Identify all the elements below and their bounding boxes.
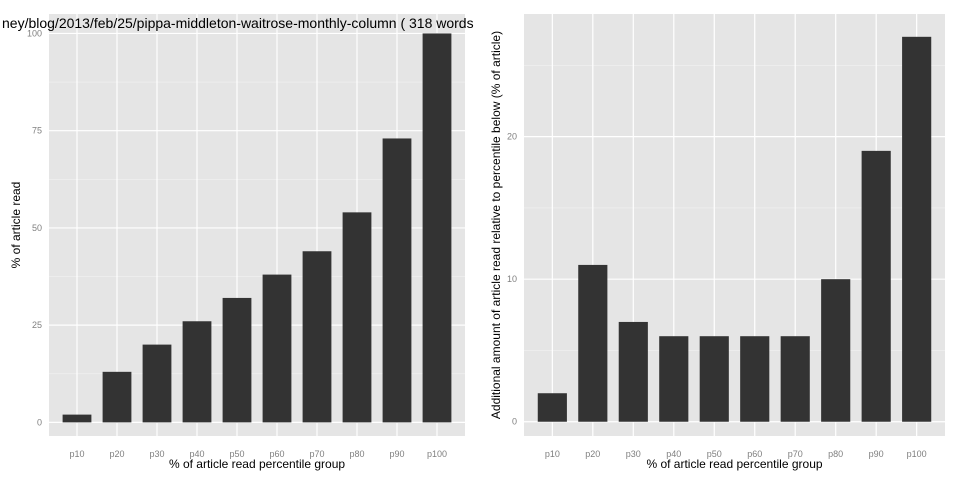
bar-p90	[861, 150, 891, 422]
x-tick-label: p70	[788, 449, 803, 459]
x-tick-label: p60	[747, 449, 762, 459]
bar-p90	[382, 138, 412, 423]
y-tick-label: 20	[507, 132, 517, 142]
bar-p10	[537, 393, 567, 422]
bar-p80	[342, 212, 372, 423]
x-tick-label: p30	[149, 449, 164, 459]
y-tick-label: 100	[27, 28, 42, 38]
x-tick-label: p40	[189, 449, 204, 459]
x-tick-label: p60	[269, 449, 284, 459]
x-tick-label: p90	[869, 449, 884, 459]
bar-p60	[740, 336, 770, 422]
x-tick-label: p100	[427, 449, 447, 459]
x-tick-label: p80	[828, 449, 843, 459]
bar-p80	[821, 279, 851, 422]
bar-p60	[262, 274, 292, 423]
x-tick-label: p90	[389, 449, 404, 459]
bar-p10	[62, 414, 92, 423]
bar-p40	[659, 336, 689, 422]
y-axis-label: % of article read	[9, 182, 23, 269]
x-tick-label: p10	[69, 449, 84, 459]
bar-p50	[222, 297, 252, 423]
y-tick-label: 10	[507, 274, 517, 284]
x-tick-label: p10	[545, 449, 560, 459]
y-tick-label: 0	[512, 417, 517, 427]
x-tick-label: p40	[666, 449, 681, 459]
x-axis-label: % of article read percentile group	[646, 457, 822, 471]
x-tick-label: p50	[707, 449, 722, 459]
bar-p100	[902, 36, 932, 422]
x-axis-label: % of article read percentile group	[169, 457, 345, 471]
y-tick-label: 25	[32, 320, 42, 330]
bar-p20	[578, 264, 608, 422]
y-tick-label: 50	[32, 223, 42, 233]
bar-p30	[142, 344, 172, 423]
bar-p70	[302, 251, 332, 423]
bar-p50	[699, 336, 729, 422]
x-tick-label: p100	[907, 449, 927, 459]
bar-p40	[182, 321, 212, 423]
y-tick-label: 0	[37, 417, 42, 427]
left-chart: 0 25 50 75 100 p10 p20 p30 p40 p50 p60 p70 p80 p90 p10…	[9, 14, 465, 471]
x-tick-label: p20	[585, 449, 600, 459]
x-tick-label: p20	[109, 449, 124, 459]
bar-p20	[102, 371, 132, 423]
x-tick-label: p70	[309, 449, 324, 459]
bar-p100	[422, 33, 452, 423]
x-tick-label: p30	[626, 449, 641, 459]
x-tick-label: p80	[349, 449, 364, 459]
y-tick-label: 75	[32, 126, 42, 136]
bar-p70	[780, 336, 810, 422]
right-chart: 0 10 20 p10 p20 p30 p40 p50 p60 p70 p80 p90 p100 % of…	[489, 14, 945, 471]
chart-title: ney/blog/2013/feb/25/pippa-middleton-wai…	[2, 15, 474, 31]
y-axis-label: Additional amount of article read relati…	[489, 31, 503, 419]
x-tick-label: p50	[229, 449, 244, 459]
bar-p30	[618, 321, 648, 422]
